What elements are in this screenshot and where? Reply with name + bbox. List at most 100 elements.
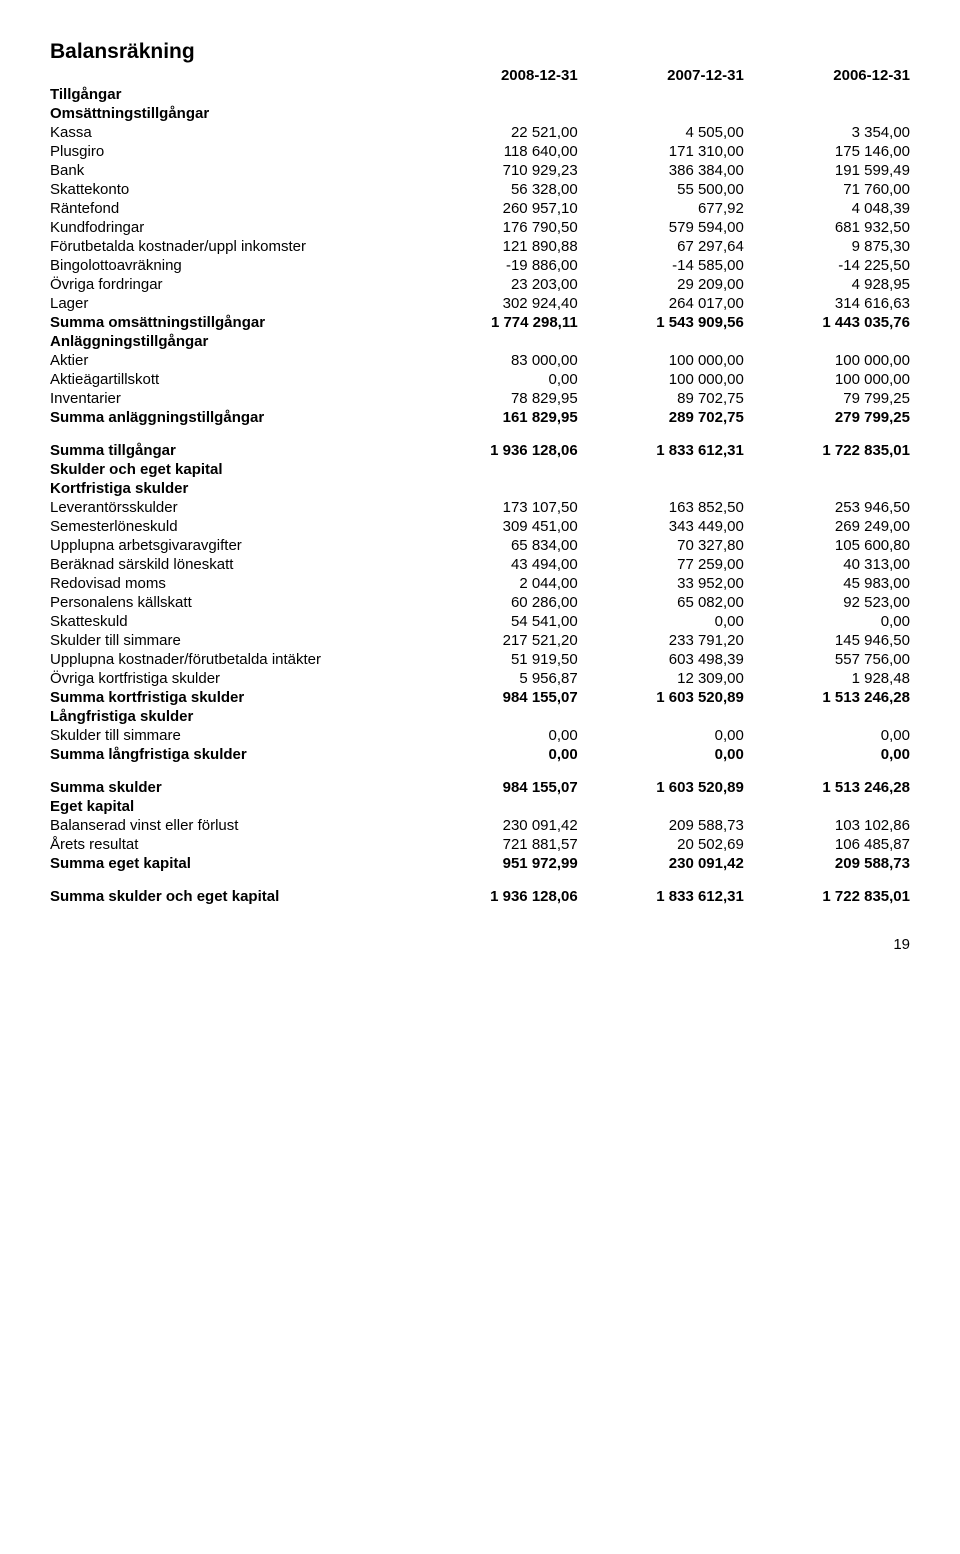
value-cell: 264 017,00	[578, 294, 744, 313]
value-cell: 56 328,00	[412, 180, 578, 199]
value-cell: 579 594,00	[578, 218, 744, 237]
table-row: Övriga kortfristiga skulder5 956,8712 30…	[50, 669, 910, 688]
value-cell: 710 929,23	[412, 161, 578, 180]
value-cell: -14 225,50	[744, 256, 910, 275]
value-cell: 55 500,00	[578, 180, 744, 199]
row-label: Skatteskuld	[50, 612, 412, 631]
sub-heading-row: Kortfristiga skulder	[50, 479, 910, 498]
value-cell: 105 600,80	[744, 536, 910, 555]
table-row: Beräknad särskild löneskatt43 494,0077 2…	[50, 555, 910, 574]
row-label: Summa kortfristiga skulder	[50, 688, 412, 707]
value-cell: 54 541,00	[412, 612, 578, 631]
value-cell: 1 722 835,01	[744, 441, 910, 460]
table-row: Summa anläggningstillgångar161 829,95289…	[50, 408, 910, 427]
value-cell: 29 209,00	[578, 275, 744, 294]
value-cell: 4 505,00	[578, 123, 744, 142]
value-cell: 70 327,80	[578, 536, 744, 555]
balance-sheet-table: 2008-12-312007-12-312006-12-31Tillgångar…	[50, 66, 910, 906]
value-cell: 233 791,20	[578, 631, 744, 650]
heading-cell: Eget kapital	[50, 797, 910, 816]
value-cell: 2 044,00	[412, 574, 578, 593]
page-title: Balansräkning	[50, 40, 910, 64]
value-cell: 230 091,42	[578, 854, 744, 873]
table-row: Skulder till simmare217 521,20233 791,20…	[50, 631, 910, 650]
table-row: Summa skulder och eget kapital1 936 128,…	[50, 887, 910, 906]
value-cell: 121 890,88	[412, 237, 578, 256]
value-cell: 289 702,75	[578, 408, 744, 427]
row-label: Summa skulder och eget kapital	[50, 887, 412, 906]
table-row: Kundfodringar176 790,50579 594,00681 932…	[50, 218, 910, 237]
spacer-row	[50, 873, 910, 887]
column-header: 2008-12-31	[412, 66, 578, 85]
value-cell: 103 102,86	[744, 816, 910, 835]
value-cell: 191 599,49	[744, 161, 910, 180]
value-cell: 118 640,00	[412, 142, 578, 161]
value-cell: 3 354,00	[744, 123, 910, 142]
value-cell: 71 760,00	[744, 180, 910, 199]
row-label: Bingolottoavräkning	[50, 256, 412, 275]
table-row: Förutbetalda kostnader/uppl inkomster121…	[50, 237, 910, 256]
table-row: Personalens källskatt60 286,0065 082,009…	[50, 593, 910, 612]
row-label: Övriga fordringar	[50, 275, 412, 294]
value-cell: 984 155,07	[412, 688, 578, 707]
value-cell: 0,00	[412, 726, 578, 745]
table-row: Upplupna kostnader/förutbetalda intäkter…	[50, 650, 910, 669]
value-cell: 0,00	[744, 726, 910, 745]
value-cell: 20 502,69	[578, 835, 744, 854]
value-cell: 209 588,73	[578, 816, 744, 835]
table-row: Övriga fordringar23 203,0029 209,004 928…	[50, 275, 910, 294]
table-row: Inventarier78 829,9589 702,7579 799,25	[50, 389, 910, 408]
row-label: Kassa	[50, 123, 412, 142]
value-cell: 603 498,39	[578, 650, 744, 669]
value-cell: 302 924,40	[412, 294, 578, 313]
table-row: Lager302 924,40264 017,00314 616,63	[50, 294, 910, 313]
table-row: Summa omsättningstillgångar1 774 298,111…	[50, 313, 910, 332]
table-row: Summa skulder984 155,071 603 520,891 513…	[50, 778, 910, 797]
row-label: Övriga kortfristiga skulder	[50, 669, 412, 688]
row-label: Summa långfristiga skulder	[50, 745, 412, 764]
row-label: Plusgiro	[50, 142, 412, 161]
value-cell: 1 928,48	[744, 669, 910, 688]
heading-cell: Anläggningstillgångar	[50, 332, 910, 351]
value-cell: 161 829,95	[412, 408, 578, 427]
value-cell: -19 886,00	[412, 256, 578, 275]
row-label: Summa tillgångar	[50, 441, 412, 460]
value-cell: 89 702,75	[578, 389, 744, 408]
value-cell: 1 543 909,56	[578, 313, 744, 332]
table-row: Semesterlöneskuld309 451,00343 449,00269…	[50, 517, 910, 536]
page-number: 19	[50, 936, 910, 953]
value-cell: 314 616,63	[744, 294, 910, 313]
table-row: Summa tillgångar1 936 128,061 833 612,31…	[50, 441, 910, 460]
heading-cell: Långfristiga skulder	[50, 707, 910, 726]
value-cell: 67 297,64	[578, 237, 744, 256]
value-cell: 100 000,00	[578, 370, 744, 389]
spacer-row	[50, 427, 910, 441]
value-cell: 100 000,00	[578, 351, 744, 370]
table-row: Bingolottoavräkning-19 886,00-14 585,00-…	[50, 256, 910, 275]
row-label: Semesterlöneskuld	[50, 517, 412, 536]
value-cell: 176 790,50	[412, 218, 578, 237]
table-row: Skatteskuld54 541,000,000,00	[50, 612, 910, 631]
value-cell: 163 852,50	[578, 498, 744, 517]
group-heading-row: Skulder och eget kapital	[50, 460, 910, 479]
row-label: Skulder till simmare	[50, 726, 412, 745]
value-cell: 217 521,20	[412, 631, 578, 650]
value-cell: 106 485,87	[744, 835, 910, 854]
value-cell: 984 155,07	[412, 778, 578, 797]
value-cell: 1 774 298,11	[412, 313, 578, 332]
row-label: Skattekonto	[50, 180, 412, 199]
value-cell: 92 523,00	[744, 593, 910, 612]
value-cell: 22 521,00	[412, 123, 578, 142]
value-cell: 173 107,50	[412, 498, 578, 517]
row-label: Leverantörsskulder	[50, 498, 412, 517]
value-cell: 0,00	[578, 612, 744, 631]
value-cell: 269 249,00	[744, 517, 910, 536]
table-row: Aktieägartillskott0,00100 000,00100 000,…	[50, 370, 910, 389]
row-label: Redovisad moms	[50, 574, 412, 593]
value-cell: 175 146,00	[744, 142, 910, 161]
value-cell: 40 313,00	[744, 555, 910, 574]
table-row: Bank710 929,23386 384,00191 599,49	[50, 161, 910, 180]
value-cell: 100 000,00	[744, 370, 910, 389]
value-cell: 230 091,42	[412, 816, 578, 835]
value-cell: 0,00	[744, 745, 910, 764]
